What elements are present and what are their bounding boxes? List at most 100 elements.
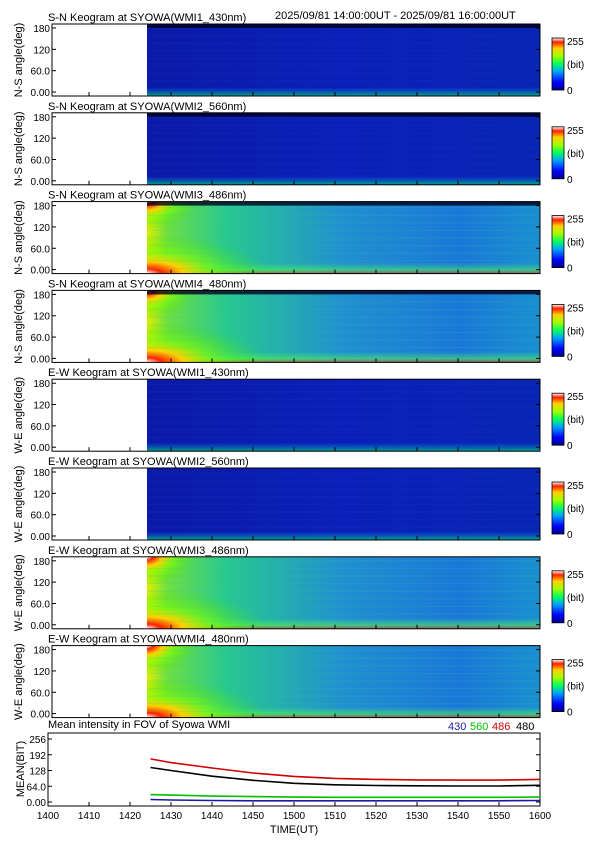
keogram-y-tick-label: 120 <box>33 312 50 323</box>
legend-entry-480: 480 <box>516 721 534 733</box>
keogram-y-tick-label: 0.00 <box>31 266 51 277</box>
keogram-y-tick-label: 60.0 <box>31 67 51 78</box>
keogram-panel: E-W Keogram at SYOWA(WMI1_430nm)180 120 60… <box>13 367 584 454</box>
keogram-top-band <box>147 112 540 117</box>
keogram-nodata <box>52 645 147 718</box>
keogram-edge-glow <box>147 468 540 540</box>
keogram-nodata <box>52 468 147 540</box>
chart-x-tick-label: 1510 <box>324 811 347 822</box>
keogram-edge-glow <box>147 24 540 96</box>
colorbar-max-label: 255 <box>567 303 584 314</box>
colorbar-min-label: 0 <box>567 619 573 630</box>
keogram-panel: S-N Keogram at SYOWA(WMI2_560nm)180 120 60… <box>13 101 584 188</box>
chart-x-tick-label: 1500 <box>283 811 306 822</box>
keogram-y-tick-label: 60.0 <box>31 333 51 344</box>
colorbar-max-label: 255 <box>567 659 584 670</box>
keogram-frame <box>51 289 541 363</box>
keogram-y-tick-label: 120 <box>33 401 50 412</box>
chart-x-label: TIME(UT) <box>270 824 318 836</box>
keogram-y-label: W-E angle(deg) <box>13 377 25 454</box>
keogram-title: E-W Keogram at SYOWA(WMI4_480nm) <box>48 634 249 646</box>
keogram-y-tick-label: 120 <box>33 667 50 678</box>
keogram-y-label: N-S angle(deg) <box>13 112 25 187</box>
chart-x-tick-label: 1600 <box>529 811 552 822</box>
keogram-y-label: N-S angle(deg) <box>13 200 25 275</box>
keogram-y-tick-label: 180 <box>33 24 50 35</box>
keogram-top-band <box>147 201 540 206</box>
keogram-title: S-N Keogram at SYOWA(WMI3_486nm) <box>48 190 246 202</box>
keogram-y-tick-label: 120 <box>33 45 50 56</box>
colorbar-unit-label: (bit) <box>567 60 584 71</box>
colorbar-max-label: 255 <box>567 215 584 226</box>
keogram-y-label: N-S angle(deg) <box>13 289 25 364</box>
keogram-y-tick-label: 60.0 <box>31 155 51 166</box>
colorbar <box>551 126 565 180</box>
keogram-hot-region <box>147 322 267 363</box>
keogram-y-label: W-E angle(deg) <box>13 554 25 631</box>
chart-y-tick-label: 64.0 <box>27 782 47 793</box>
colorbar-unit-label: (bit) <box>567 238 584 249</box>
keogram-y-tick-label: 120 <box>33 578 50 589</box>
colorbar-unit-label: (bit) <box>567 593 584 604</box>
chart-y-tick-label: 256 <box>29 735 46 746</box>
chart-series <box>150 758 541 802</box>
legend-entry-430: 430 <box>448 721 466 733</box>
keogram-y-tick-label: 180 <box>33 468 50 479</box>
keogram-nodata <box>52 290 147 363</box>
keogram-y-tick-label: 0.00 <box>31 532 51 543</box>
keogram-y-tick-label: 0.00 <box>31 443 51 454</box>
chart-x-tick-label: 1450 <box>242 811 265 822</box>
keogram-title: S-N Keogram at SYOWA(WMI2_560nm) <box>48 101 246 113</box>
keogram-frame <box>51 467 541 541</box>
colorbar <box>551 303 565 357</box>
colorbar <box>551 659 565 712</box>
chart-x-tick-label: 1410 <box>78 811 101 822</box>
keogram-hot-region <box>147 645 197 675</box>
mean-intensity-panel: Mean intensity in FOV of Syowa WMI 430 56… <box>15 719 552 836</box>
colorbar-max-label: 255 <box>567 481 584 492</box>
keogram-y-tick-label: 0.00 <box>31 354 51 365</box>
colorbar-min-label: 0 <box>567 352 573 363</box>
colorbar-min-label: 0 <box>567 441 573 452</box>
colorbar-min-label: 0 <box>567 175 573 186</box>
keogram-edge-glow <box>147 379 540 452</box>
chart-legend: 430 560 486 480 <box>448 721 534 733</box>
keogram-y-tick-label: 180 <box>33 646 50 657</box>
keogram-y-tick-label: 0.00 <box>31 710 51 721</box>
keogram-y-tick-label: 180 <box>33 113 50 124</box>
keogram-y-tick-label: 180 <box>33 290 50 301</box>
colorbar-max-label: 255 <box>567 570 584 581</box>
keogram-y-label: N-S angle(deg) <box>13 23 25 98</box>
keogram-y-label: W-E angle(deg) <box>13 466 25 543</box>
keogram-y-tick-label: 120 <box>33 134 50 145</box>
colorbar <box>551 215 565 269</box>
colorbar-max-label: 255 <box>567 392 584 403</box>
colorbar-unit-label: (bit) <box>567 149 584 160</box>
colorbar-unit-label: (bit) <box>567 326 584 337</box>
keogram-y-tick-label: 120 <box>33 223 50 234</box>
keogram-hot-region <box>147 234 267 274</box>
colorbar <box>551 37 565 91</box>
keogram-frame <box>51 378 541 452</box>
keogram-y-tick-label: 0.00 <box>31 177 51 188</box>
keogram-top-band <box>147 24 540 28</box>
chart-x-tick-label: 1430 <box>160 811 183 822</box>
colorbar-min-label: 0 <box>567 530 573 541</box>
keogram-nodata <box>52 24 147 96</box>
keogram-panels: S-N Keogram at SYOWA(WMI1_430nm)18012060… <box>13 12 584 721</box>
keogram-y-tick-label: 0.00 <box>31 88 51 99</box>
keogram-y-tick-label: 60.0 <box>31 688 51 699</box>
keogram-nodata <box>52 201 147 274</box>
series-line-560 <box>150 793 541 799</box>
keogram-panel: S-N Keogram at SYOWA(WMI1_430nm)180 120 60… <box>13 12 584 99</box>
chart-x-tick-label: 1520 <box>365 811 388 822</box>
colorbar-min-label: 0 <box>567 264 573 275</box>
chart-y-label: MEAN(BIT) <box>15 741 27 797</box>
keogram-top-band <box>147 290 540 295</box>
keogram-panel: S-N Keogram at SYOWA(WMI3_486nm)180 120 60… <box>13 190 584 277</box>
keogram-frame <box>51 201 541 275</box>
colorbar-min-label: 0 <box>567 86 573 97</box>
chart-x-tick-label: 1440 <box>201 811 224 822</box>
keogram-nodata <box>52 556 147 629</box>
keogram-nodata <box>52 379 147 452</box>
